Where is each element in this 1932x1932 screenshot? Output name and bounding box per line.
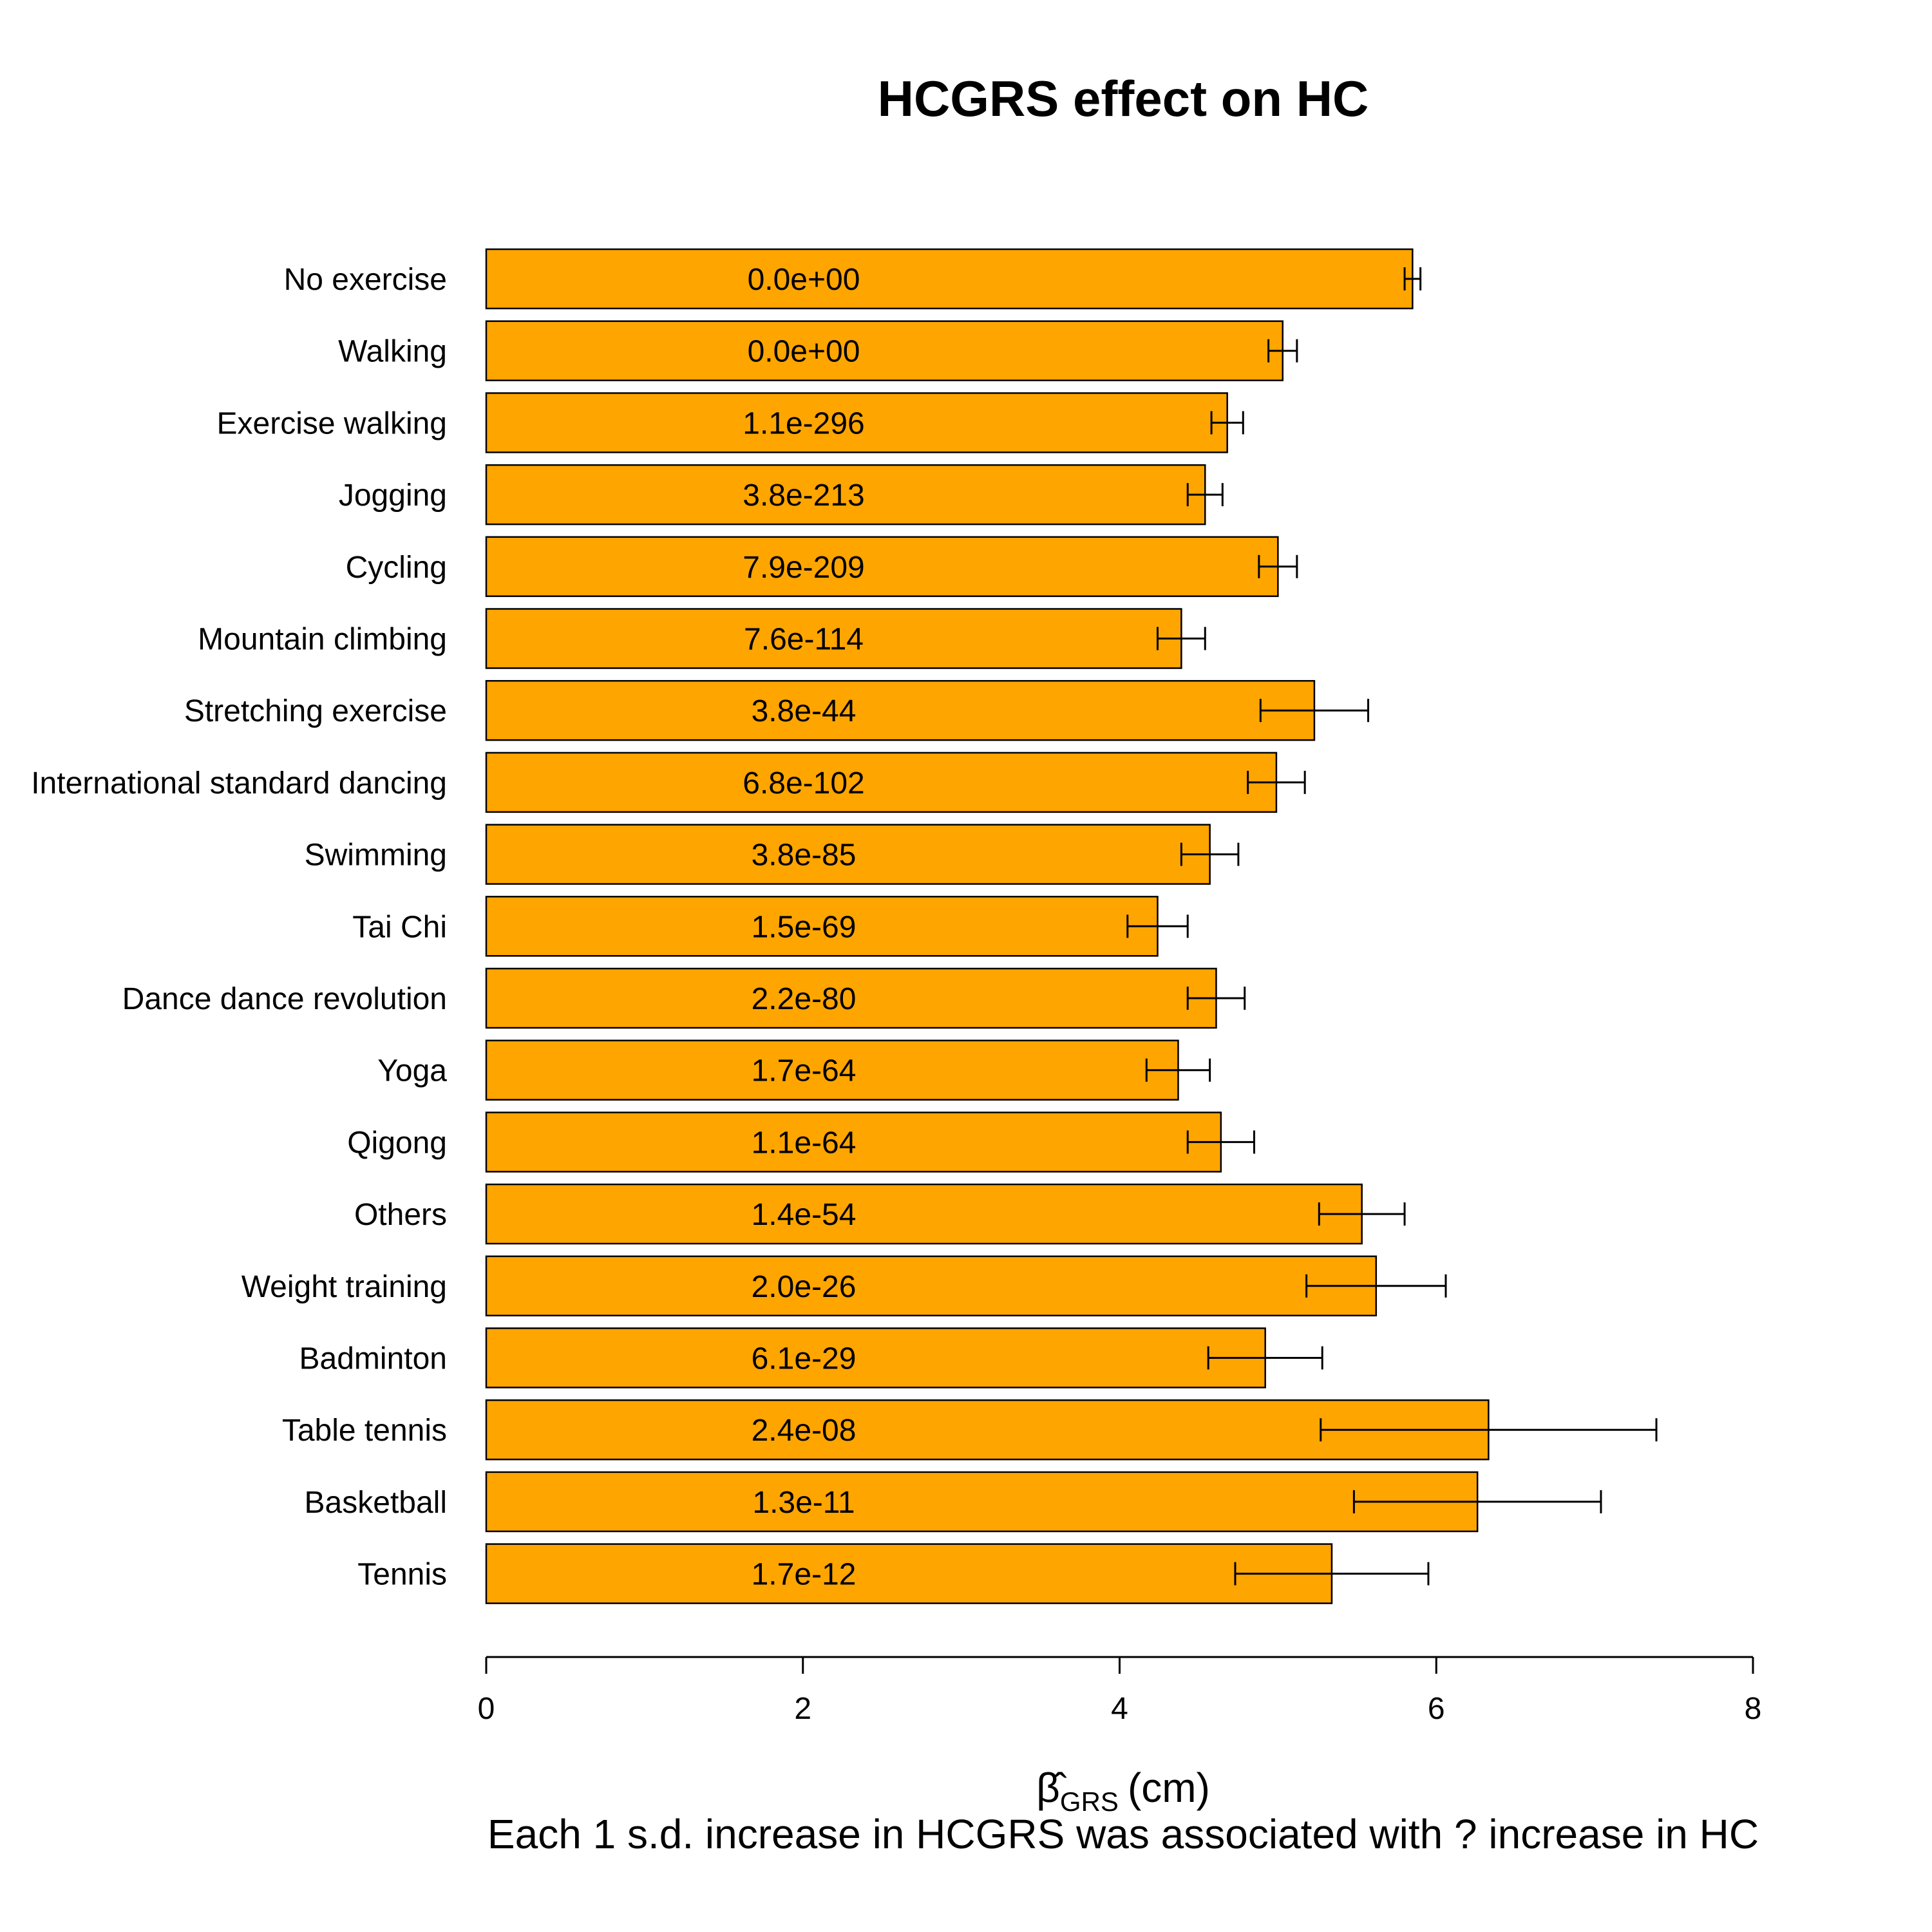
bar [485,679,1316,741]
error-bar [1320,1418,1658,1442]
p-value-label: 3.8e-85 [752,838,857,873]
bar [485,752,1278,813]
error-bar [1259,699,1370,723]
bar [485,824,1211,885]
category-label: Basketball [305,1486,447,1520]
bar [485,967,1217,1029]
p-value-label: 6.8e-102 [743,766,865,800]
x-tick-label: 6 [1428,1692,1445,1726]
category-label: Dance dance revolution [122,982,447,1016]
bar [485,1543,1333,1604]
category-label: Yoga [377,1054,447,1088]
category-label: Badminton [299,1342,447,1376]
error-bar [1258,554,1298,578]
p-value-label: 7.9e-209 [743,551,865,585]
x-axis-label: β̂GRS (cm) [1036,1765,1210,1817]
error-bar [1186,1130,1255,1154]
p-value-label: 3.8e-213 [743,478,865,513]
category-label: Exercise walking [217,406,447,440]
error-bar [1186,987,1246,1010]
category-label: International standard dancing [31,766,447,800]
error-bar [1180,842,1240,866]
p-value-label: 1.1e-64 [752,1126,857,1160]
category-label: Swimming [305,838,447,873]
error-bar [1207,1346,1323,1370]
category-label: Jogging [339,478,447,513]
x-tick-label: 4 [1111,1692,1128,1726]
error-bar [1352,1490,1602,1513]
p-value-label: 6.1e-29 [752,1342,857,1376]
category-label: Stretching exercise [184,694,447,728]
p-value-label: 3.8e-44 [752,694,857,728]
error-bar [1403,267,1422,290]
x-tick-label: 8 [1745,1692,1762,1726]
chart-caption: Each 1 s.d. increase in HCGRS was associ… [488,1811,1759,1857]
error-bar [1145,1058,1211,1082]
bar [485,392,1228,453]
category-label: Others [354,1198,447,1232]
p-value-label: 1.5e-69 [752,910,857,944]
bar [485,1327,1266,1388]
p-value-label: 1.7e-12 [752,1558,857,1592]
bar [485,608,1182,669]
category-label: Tennis [357,1558,447,1592]
category-label: No exercise [284,263,447,297]
error-bar [1126,914,1189,938]
category-label: Qigong [347,1126,447,1160]
category-label: Tai Chi [352,910,447,944]
error-bar [1305,1274,1447,1298]
category-label: Weight training [242,1270,447,1304]
error-bar [1210,411,1244,435]
p-value-label: 1.3e-11 [752,1486,855,1520]
p-value-label: 1.1e-296 [743,406,865,440]
bar [485,320,1284,381]
bar [485,248,1414,310]
bar [485,1039,1179,1101]
error-bar [1157,627,1206,650]
chart-title: HCGRS effect on HC [878,70,1369,127]
p-value-label: 0.0e+00 [748,335,860,369]
p-value-label: 2.4e-08 [752,1414,857,1448]
bar [485,536,1279,598]
bar [485,1183,1363,1245]
p-value-label: 1.4e-54 [752,1198,857,1232]
error-bar [1267,339,1298,363]
error-bar [1186,483,1224,507]
p-value-label: 2.0e-26 [752,1270,857,1304]
bar [485,896,1159,957]
bar [485,1255,1378,1317]
error-bar [1234,1562,1430,1586]
bar [485,1112,1222,1173]
error-bar [1318,1202,1406,1226]
x-tick-label: 0 [478,1692,495,1726]
p-value-label: 0.0e+00 [748,263,860,297]
x-axis-label-subscript: GRS [1060,1786,1119,1817]
category-label: Table tennis [282,1414,447,1448]
x-axis: 0 2 4 6 8 [478,1656,1762,1726]
p-value-label: 1.7e-64 [752,1054,857,1088]
x-tick-label: 2 [794,1692,811,1726]
x-axis-label-unit: (cm) [1128,1765,1210,1811]
category-label: Mountain climbing [198,623,447,657]
bars-group: No exercise 0.0e+00 Walking 0.0e+00 Exercise… [31,248,1658,1604]
category-label: Walking [338,335,447,369]
category-label: Cycling [346,551,447,585]
bar [485,464,1206,526]
bar [485,1471,1479,1533]
error-bar [1247,770,1306,794]
p-value-label: 7.6e-114 [744,623,864,657]
p-value-label: 2.2e-80 [752,982,857,1016]
